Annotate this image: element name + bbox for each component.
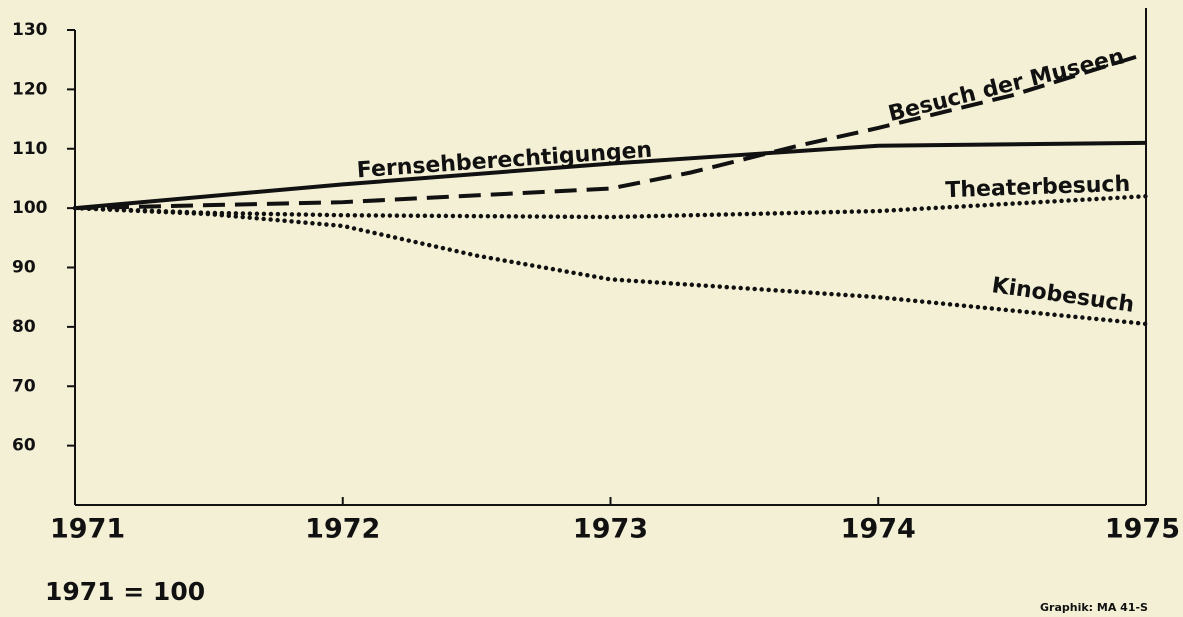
note: 1971 = 100 — [45, 577, 205, 606]
x-tick-label: 1973 — [573, 514, 648, 545]
x-tick-label: 1974 — [841, 514, 916, 545]
y-tick-label: 100 — [12, 198, 48, 218]
series-line — [72, 205, 1149, 327]
series-label: Besuch der Museen — [886, 44, 1127, 127]
y-tick-label: 110 — [12, 139, 48, 159]
x-tick-label: 1975 — [1105, 514, 1180, 545]
x-tick-label: 1972 — [305, 514, 380, 545]
series-line — [74, 140, 1147, 211]
source: Graphik: MA 41-S — [1040, 601, 1148, 614]
x-tick-label: 1971 — [50, 514, 125, 545]
y-tick-label: 120 — [12, 79, 48, 99]
y-tick-label: 70 — [12, 376, 36, 396]
series-line — [74, 51, 1147, 211]
y-tick-label: 90 — [12, 258, 36, 278]
y-tick-label: 130 — [12, 20, 48, 40]
y-tick-label: 60 — [12, 436, 36, 456]
y-tick-label: 80 — [12, 317, 36, 337]
series-label: Fernsehberechtigungen — [356, 138, 653, 184]
